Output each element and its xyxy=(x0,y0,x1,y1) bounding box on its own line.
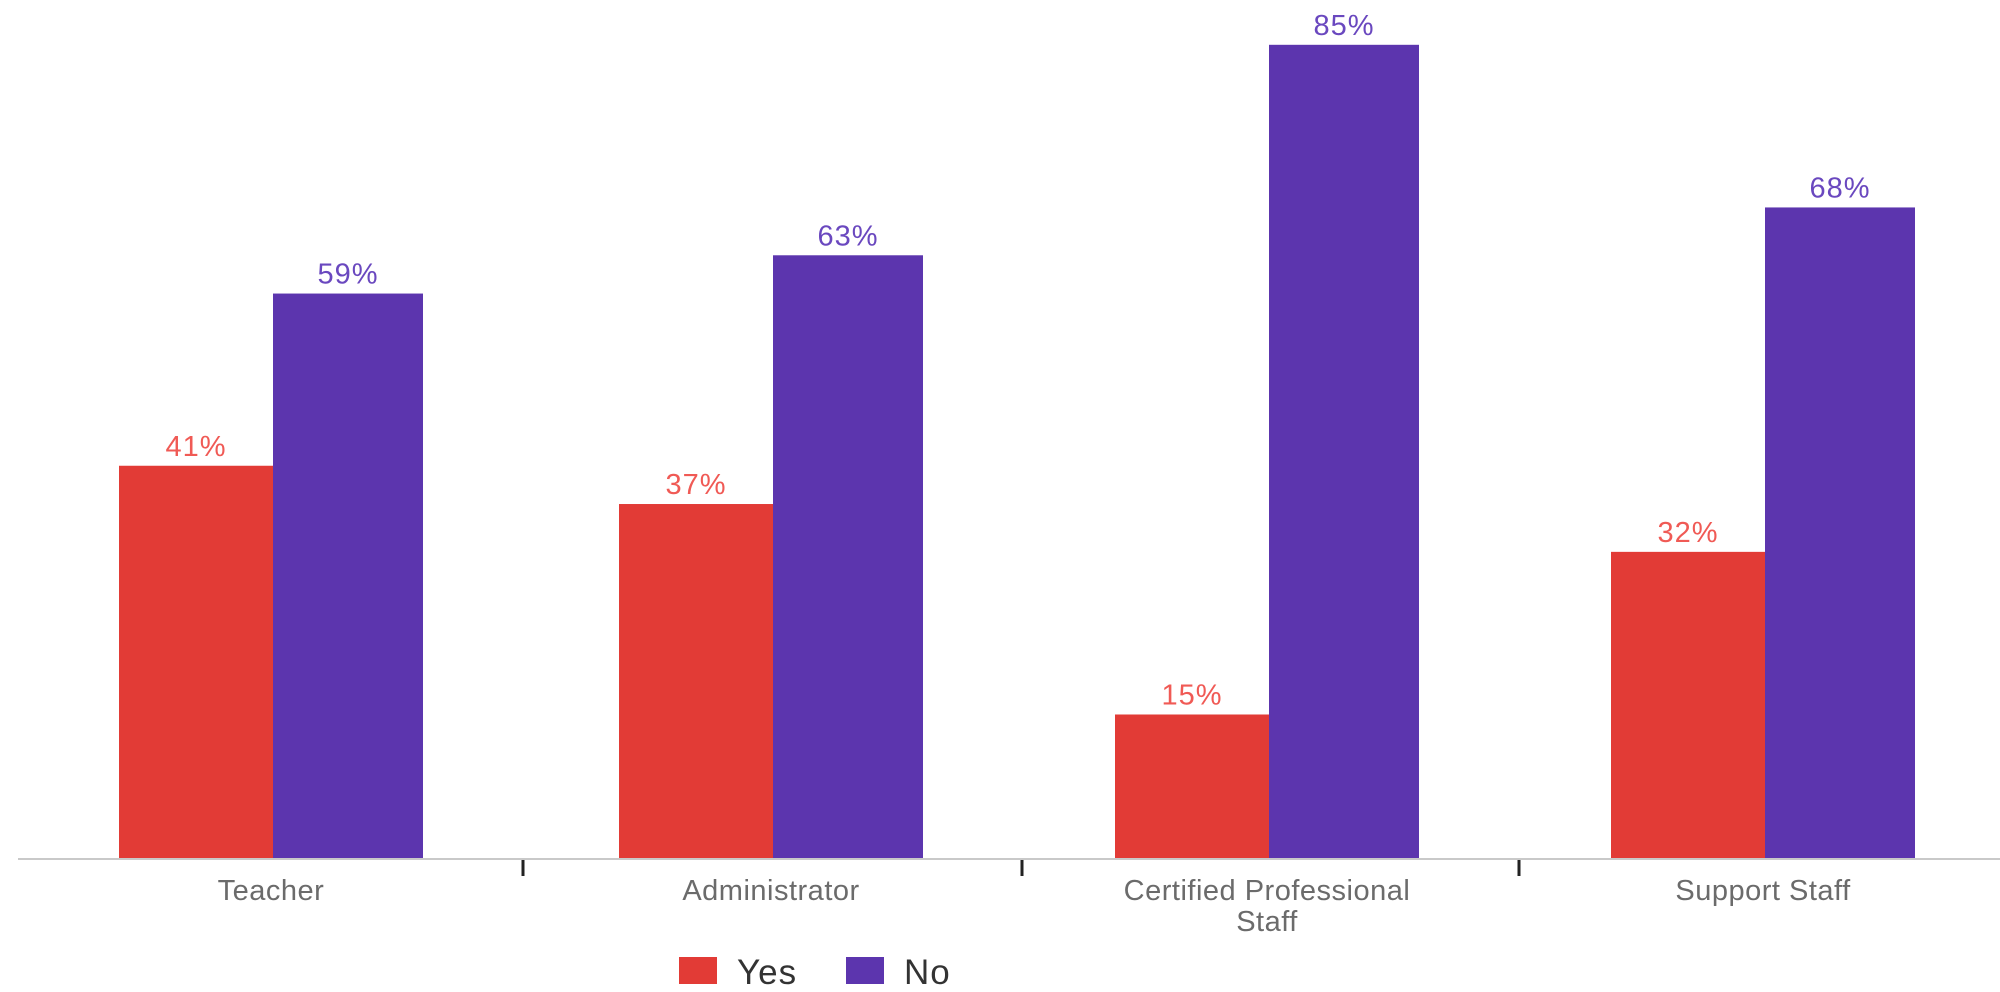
bars-layer xyxy=(119,44,1915,859)
bar-no-support-staff xyxy=(1765,207,1915,859)
bar-yes-certified-professional-staff xyxy=(1115,714,1269,858)
bar-yes-support-staff xyxy=(1611,551,1765,858)
bar-no-certified-professional-staff xyxy=(1269,44,1419,859)
bar-yes-administrator xyxy=(619,504,773,858)
legend-swatch-yes xyxy=(679,957,717,984)
x-tick-label-support-staff: Support Staff xyxy=(1675,875,1851,907)
value-label-no-support-staff: 68% xyxy=(1809,172,1870,204)
legend-label-yes: Yes xyxy=(737,953,797,987)
value-label-no-teacher: 59% xyxy=(317,259,378,291)
bar-yes-teacher xyxy=(119,465,273,858)
value-label-yes-certified-professional-staff: 15% xyxy=(1161,679,1222,711)
value-label-yes-administrator: 37% xyxy=(665,469,726,501)
value-labels-layer: 41% 59% 37% 63% 15% 85% 32% 68% xyxy=(165,10,1870,712)
bar-no-administrator xyxy=(773,255,923,859)
x-tick-label-teacher: Teacher xyxy=(218,875,325,907)
x-axis: Teacher Administrator Certified Profession… xyxy=(18,858,2000,938)
legend-item-yes: Yes xyxy=(679,953,797,992)
x-tick-label-certified-professional-staff: Certified Professional Staff xyxy=(1124,875,1411,938)
value-label-yes-teacher: 41% xyxy=(165,431,226,463)
legend-swatch-no xyxy=(846,957,884,984)
legend-item-no: No xyxy=(846,953,951,992)
value-label-no-administrator: 63% xyxy=(817,220,878,252)
value-label-yes-support-staff: 32% xyxy=(1657,517,1718,549)
value-label-no-certified-professional-staff: 85% xyxy=(1313,10,1374,42)
legend: Yes No xyxy=(679,953,951,992)
bar-no-teacher xyxy=(273,293,423,858)
legend-label-no: No xyxy=(904,953,951,987)
x-tick-label-administrator: Administrator xyxy=(682,875,859,907)
